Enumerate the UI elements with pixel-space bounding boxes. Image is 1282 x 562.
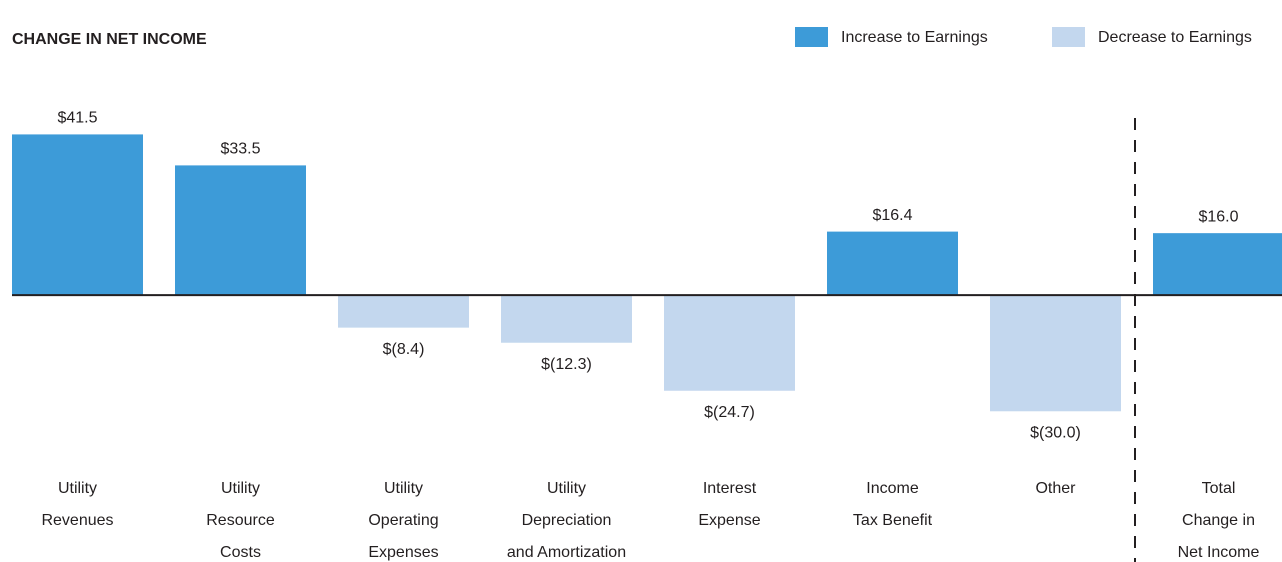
bar: [12, 134, 143, 296]
bar: [338, 295, 469, 328]
value-label: $16.0: [1198, 208, 1238, 225]
legend-swatch: [1052, 27, 1085, 47]
x-tick-label: Total Change in Net Income: [1178, 480, 1260, 561]
x-tick-label: Utility Depreciation and Amortization: [507, 480, 626, 561]
legend-label: Increase to Earnings: [841, 29, 988, 46]
bar: [501, 295, 632, 343]
bar: [1153, 233, 1282, 296]
x-tick-label: Other: [1035, 480, 1076, 497]
value-label: $(12.3): [541, 356, 592, 373]
value-label: $33.5: [220, 141, 260, 158]
x-tick-label: Income Tax Benefit: [853, 480, 933, 529]
x-tick-label: Interest Expense: [698, 480, 760, 529]
value-label: $(8.4): [383, 341, 425, 358]
value-label: $41.5: [57, 110, 97, 127]
bar: [990, 295, 1121, 412]
legend-label: Decrease to Earnings: [1098, 29, 1252, 46]
x-tick-label: Utility Resource Costs: [206, 480, 275, 561]
bar: [664, 295, 795, 391]
value-label: $16.4: [872, 207, 912, 224]
x-tick-label: Utility Operating Expenses: [368, 480, 438, 561]
x-tick-label: Utility Revenues: [41, 480, 113, 529]
value-label: $(24.7): [704, 404, 755, 421]
value-label: $(30.0): [1030, 424, 1081, 441]
bar: [827, 231, 958, 296]
chart-title: CHANGE IN NET INCOME: [12, 31, 207, 48]
legend-swatch: [795, 27, 828, 47]
bar: [175, 165, 306, 296]
